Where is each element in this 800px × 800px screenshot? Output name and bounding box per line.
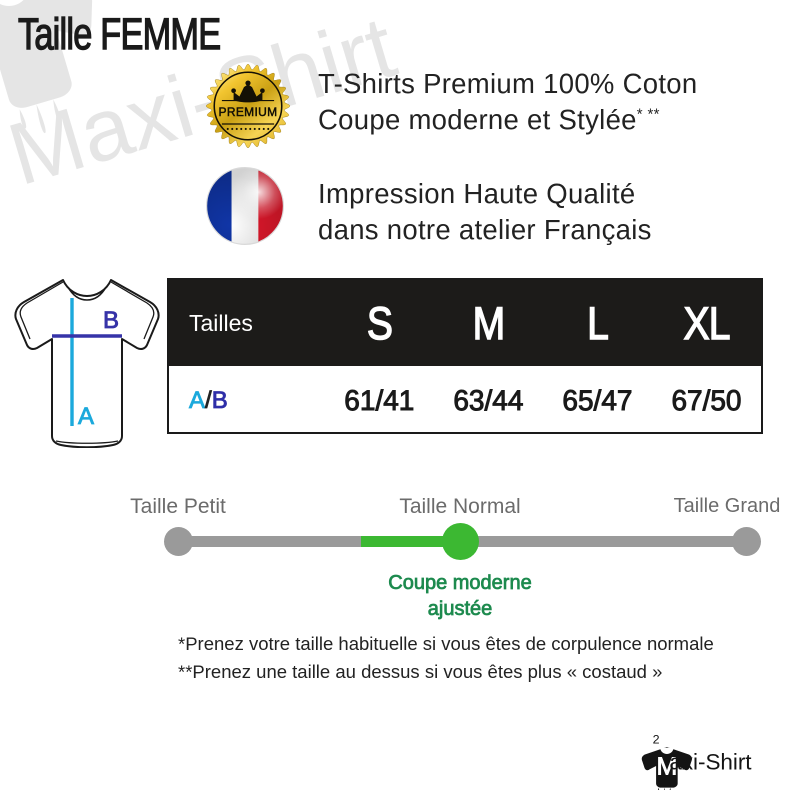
svg-text:axi-Shirt: axi-Shirt: [669, 749, 751, 774]
svg-text:2: 2: [653, 733, 660, 747]
